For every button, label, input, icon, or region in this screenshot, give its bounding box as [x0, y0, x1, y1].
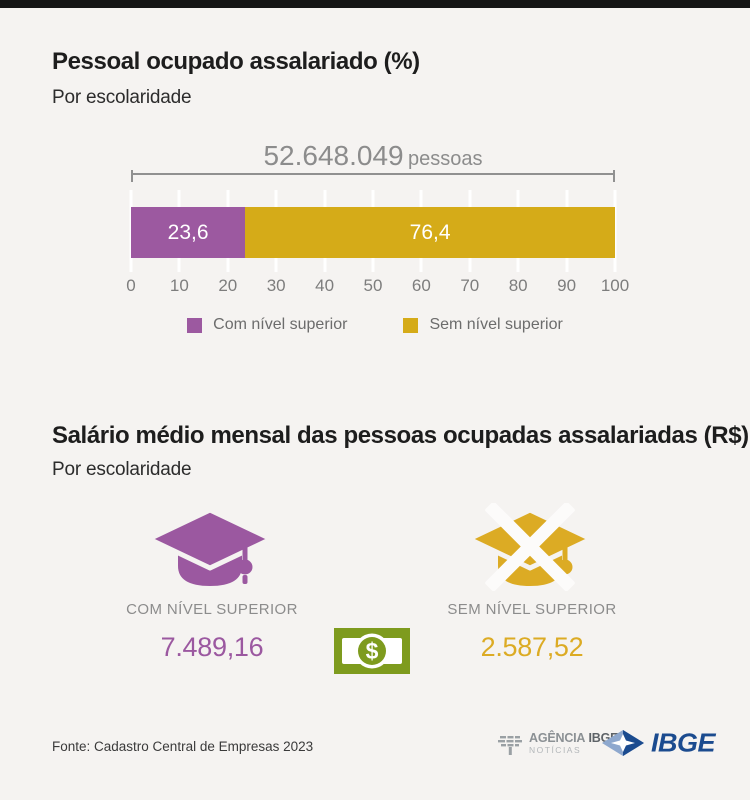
- axis-tick-label: 40: [315, 276, 335, 295]
- section2-title: Salário médio mensal das pessoas ocupada…: [52, 422, 749, 449]
- legend-item: Com nível superior: [187, 316, 347, 334]
- axis-tick-label: 20: [218, 276, 238, 295]
- ibge-wordmark: IBGE: [651, 728, 716, 757]
- legend-item: Sem nível superior: [403, 316, 563, 334]
- axis-tick-label: 0: [126, 276, 136, 295]
- source-note: Fonte: Cadastro Central de Empresas 2023: [52, 739, 314, 754]
- axis-tick-label: 10: [169, 276, 189, 295]
- gridline: [613, 190, 617, 272]
- section2-subtitle: Por escolaridade: [52, 459, 192, 480]
- legend-swatch: [403, 317, 419, 333]
- x-axis: 0 10 20 30 40 50 60 70 80 90 100: [126, 276, 629, 296]
- total-value: 52.648.049: [263, 140, 404, 171]
- antenna-icon: [498, 736, 522, 755]
- bar-segment: 76,4: [245, 207, 615, 258]
- axis-tick-label: 50: [363, 276, 383, 295]
- axis-tick-label: 80: [508, 276, 528, 295]
- without-degree-value: 2.587,52: [480, 632, 584, 662]
- with-degree-value: 7.489,16: [160, 632, 264, 662]
- graduation-cap-icon: [146, 507, 274, 586]
- legend-label: Sem nível superior: [429, 316, 563, 333]
- section1-title: Pessoal ocupado assalariado (%): [52, 48, 420, 75]
- axis-tick-label: 70: [460, 276, 480, 295]
- axis-tick-label: 30: [266, 276, 286, 295]
- section1-subtitle: Por escolaridade: [52, 87, 192, 108]
- total-unit-label: pessoas: [408, 148, 483, 170]
- axis-tick-label: 60: [411, 276, 431, 295]
- legend-label: Com nível superior: [213, 316, 348, 333]
- noticias-word: NOTÍCIAS: [529, 745, 582, 755]
- axis-tick-label: 90: [557, 276, 577, 295]
- without-degree-label: SEM NÍVEL SUPERIOR: [447, 601, 617, 618]
- bracket-tick-left: [131, 170, 133, 182]
- total-annotation: 52.648.049 pessoas: [131, 140, 615, 172]
- bracket-tick-right: [613, 170, 615, 182]
- ibge-diamond-icon: [602, 730, 644, 756]
- without-degree-block: SEM NÍVEL SUPERIOR 2.587,52: [407, 503, 657, 663]
- graduation-cap-crossed-icon: [466, 503, 594, 591]
- money-banknote-icon: $: [334, 628, 410, 674]
- axis-tick-label: 100: [600, 276, 630, 295]
- ibge-logo: IBGE: [600, 728, 716, 758]
- total-bracket: [131, 170, 615, 182]
- agencia-ibge-logo: AGÊNCIA IBGE NOTÍCIAS: [497, 730, 618, 756]
- with-degree-label: COM NÍVEL SUPERIOR: [126, 601, 298, 618]
- bar-segment: 23,6: [131, 207, 246, 258]
- stacked-bar: 23,6 76,4: [131, 207, 615, 258]
- with-degree-block: COM NÍVEL SUPERIOR 7.489,16: [87, 503, 337, 663]
- dollar-sign: $: [366, 638, 379, 664]
- chart-legend: Com nível superior Sem nível superior: [0, 316, 750, 334]
- legend-swatch: [187, 317, 203, 333]
- top-accent-bar: [0, 0, 750, 8]
- agencia-word: AGÊNCIA: [529, 730, 586, 745]
